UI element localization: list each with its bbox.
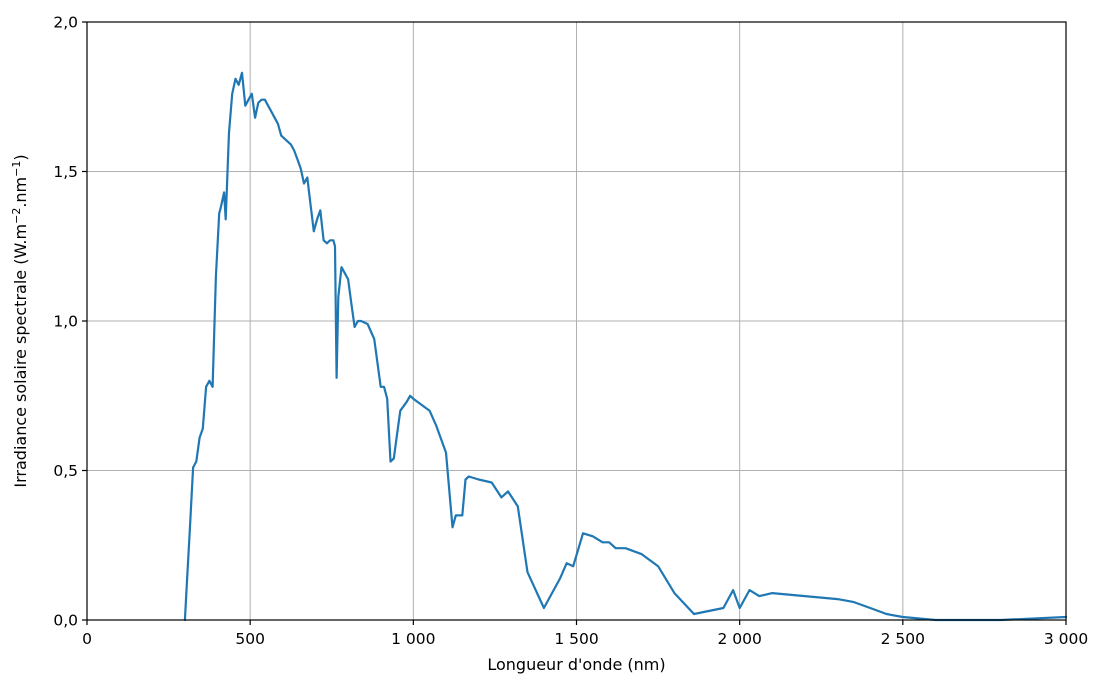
y-axis-label-exp1: −2: [10, 208, 23, 224]
y-tick-label: 1,0: [53, 313, 78, 331]
x-tick-label: 500: [235, 630, 265, 648]
y-axis-label-main: Irradiance solaire spectrale (W.m: [11, 224, 30, 488]
x-tick-label: 3 000: [1044, 630, 1088, 648]
x-tick-label: 2 500: [881, 630, 925, 648]
x-tick-label: 1 000: [391, 630, 435, 648]
y-tick-label: 2,0: [53, 14, 78, 32]
y-tick-label: 0,0: [53, 612, 78, 630]
y-axis-label-exp2: −1: [10, 161, 23, 177]
x-tick-label: 2 000: [717, 630, 761, 648]
spectrum-series-line: [183, 71, 1068, 622]
x-tick-labels: 0 500 1 000 1 500 2 000 2 500 3 000: [82, 630, 1088, 648]
x-tick-label: 0: [82, 630, 92, 648]
y-axis-label: Irradiance solaire spectrale (W.m−2.nm−1…: [10, 154, 31, 487]
grid-lines: [86, 21, 1067, 621]
y-axis-label-end: ): [11, 154, 30, 160]
series-layer: [183, 71, 1068, 622]
x-axis-label: Longueur d'onde (nm): [487, 655, 665, 674]
tick-marks: [82, 21, 1067, 625]
y-tick-label: 1,5: [53, 163, 78, 181]
x-tick-label: 1 500: [554, 630, 598, 648]
y-tick-label: 0,5: [53, 462, 78, 480]
y-tick-labels: 0,0 0,5 1,0 1,5 2,0: [53, 14, 78, 630]
y-axis-label-mid: .nm: [11, 177, 30, 208]
